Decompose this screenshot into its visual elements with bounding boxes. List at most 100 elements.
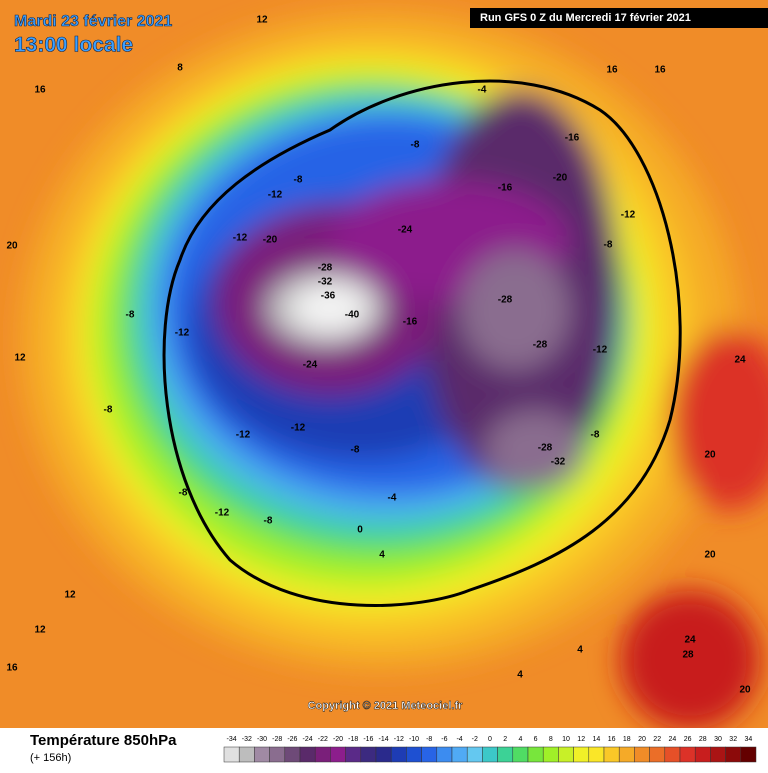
contour-label: 24	[684, 635, 696, 646]
colorbar-swatch	[542, 746, 559, 763]
colorbar-swatch	[664, 746, 681, 763]
colorbar-tick-label: -20	[333, 736, 343, 743]
contour-label: 16	[34, 85, 46, 96]
colorbar-swatch	[679, 746, 696, 763]
colorbar-swatch	[634, 746, 650, 763]
contour-label: 16	[606, 65, 618, 76]
colorbar-swatch	[466, 746, 483, 763]
colorbar-tick-label: 12	[577, 736, 585, 743]
contour-label: -12	[233, 233, 248, 244]
colorbar-swatch	[299, 746, 316, 763]
contour-label: -12	[268, 190, 283, 201]
contour-label: -12	[291, 423, 306, 434]
colorbar-swatch	[345, 746, 362, 763]
contour-label: 28	[682, 650, 694, 661]
colorbar-swatch	[588, 746, 605, 763]
contour-label: -24	[398, 225, 413, 236]
forecast-time: 13:00 locale	[14, 34, 133, 57]
contour-label: -12	[236, 430, 251, 441]
contour-label: 4	[379, 550, 385, 561]
colorbar-swatch	[254, 746, 270, 763]
contour-label: -8	[294, 175, 303, 186]
colorbar-swatch	[603, 746, 620, 763]
contour-label: -12	[593, 345, 608, 356]
colorbar-swatch	[649, 746, 666, 763]
colorbar-tick-label: -4	[456, 736, 462, 743]
contour-label: 12	[34, 625, 46, 636]
colorbar-tick-label: 28	[699, 736, 707, 743]
contour-label: 16	[654, 65, 666, 76]
colorbar-swatch	[497, 746, 514, 763]
contour-label: 20	[704, 450, 716, 461]
colorbar-swatch	[436, 746, 453, 763]
contour-label: 12	[14, 353, 26, 364]
colorbar-tick-label: 6	[534, 736, 538, 743]
colorbar-swatch	[284, 746, 301, 763]
contour-label: 12	[256, 15, 268, 26]
colorbar-swatch	[573, 746, 590, 763]
legend-lead: (+ 156h)	[30, 752, 71, 764]
colorbar-tick-label: -16	[363, 736, 373, 743]
colorbar-swatch	[269, 746, 286, 763]
colorbar-tick-label: 18	[623, 736, 631, 743]
contour-label: 8	[177, 63, 183, 74]
colorbar-swatch	[375, 746, 392, 763]
temperature-field	[0, 0, 768, 730]
contour-label: -28	[538, 443, 553, 454]
colorbar-tick-label: -10	[409, 736, 419, 743]
contour-label: -20	[553, 173, 568, 184]
contour-label: 20	[739, 685, 751, 696]
contour-label: -8	[104, 405, 113, 416]
contour-label: -8	[591, 430, 600, 441]
contour-label: -4	[478, 85, 487, 96]
colorbar-tick-label: -18	[348, 736, 358, 743]
contour-label: -8	[351, 445, 360, 456]
colorbar-tick-label: 10	[562, 736, 570, 743]
contour-label: 12	[64, 590, 76, 601]
contour-label: -28	[533, 340, 548, 351]
contour-label: -24	[303, 360, 318, 371]
forecast-date: Mardi 23 février 2021	[14, 13, 172, 30]
colorbar-swatch	[740, 746, 757, 763]
colorbar-swatch	[390, 746, 407, 763]
contour-label: -32	[551, 457, 566, 468]
colorbar-swatch	[527, 746, 544, 763]
contour-label: -16	[565, 133, 580, 144]
contour-label: -8	[126, 310, 135, 321]
contour-label: -28	[498, 295, 513, 306]
run-info: Run GFS 0 Z du Mercredi 17 février 2021	[480, 12, 691, 24]
colorbar-tick-label: 0	[488, 736, 492, 743]
colorbar-swatch	[360, 746, 377, 763]
contour-label: -8	[179, 488, 188, 499]
colorbar-swatch	[421, 746, 438, 763]
colorbar-tick-label: -6	[441, 736, 447, 743]
colorbar-tick-label: -30	[257, 736, 267, 743]
contour-label: 4	[577, 645, 583, 656]
colorbar-tick-label: -14	[379, 736, 389, 743]
copyright: Copyright © 2021 Meteociel.fr	[308, 700, 464, 712]
colorbar-tick-label: 24	[669, 736, 677, 743]
contour-label: -8	[411, 140, 420, 151]
colorbar-tick-label: -2	[472, 736, 478, 743]
colorbar-tick-label: -32	[242, 736, 252, 743]
contour-label: -12	[175, 328, 190, 339]
colorbar-tick-label: -28	[272, 736, 282, 743]
colorbar-swatch	[558, 746, 574, 763]
contour-label: 20	[704, 550, 716, 561]
colorbar-tick-label: -8	[426, 736, 432, 743]
colorbar-tick-label: 30	[714, 736, 722, 743]
colorbar-swatch	[223, 746, 240, 763]
colorbar-swatch	[512, 746, 529, 763]
colorbar-tick-label: 16	[608, 736, 616, 743]
colorbar-tick-label: 22	[653, 736, 661, 743]
contour-label: -8	[264, 516, 273, 527]
colorbar-tick-label: 2	[503, 736, 507, 743]
contour-label: -12	[621, 210, 636, 221]
colorbar-tick-label: 14	[593, 736, 601, 743]
legend-title: Température 850hPa	[30, 732, 177, 749]
colorbar-tick-label: 8	[549, 736, 553, 743]
colorbar-swatch	[725, 746, 742, 763]
colorbar-swatch	[694, 746, 711, 763]
